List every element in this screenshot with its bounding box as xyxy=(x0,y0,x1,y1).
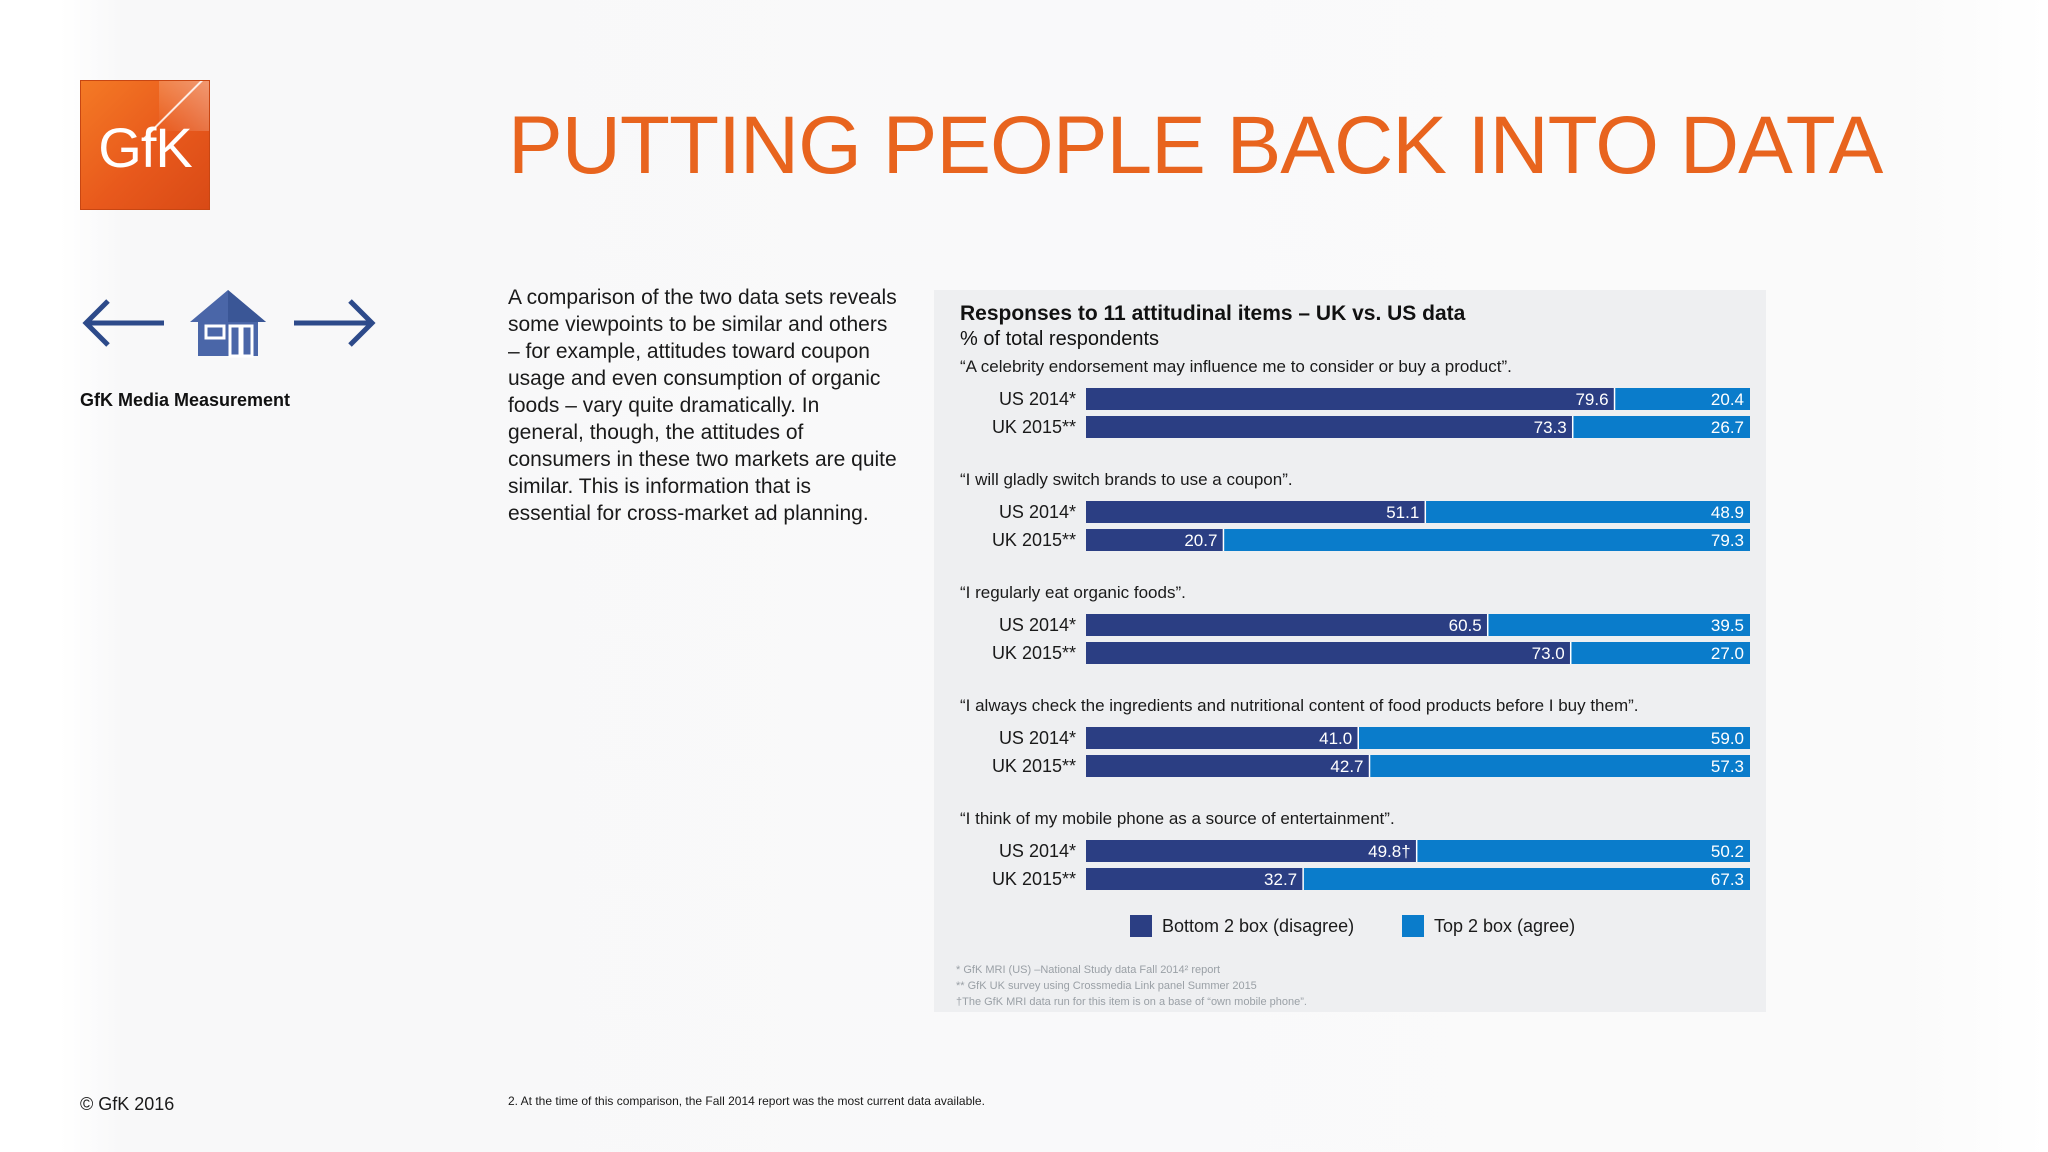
chart-row-label: UK 2015** xyxy=(992,869,1076,889)
legend-label-top2: Top 2 box (agree) xyxy=(1434,916,1575,936)
chart-footnote: †The GfK MRI data run for this item is o… xyxy=(956,996,1307,1008)
data-label-top2: 67.3 xyxy=(1711,870,1744,889)
data-label-bottom2: 73.0 xyxy=(1532,644,1565,663)
bar-segment-top2 xyxy=(1425,501,1750,523)
chart-row-label: US 2014* xyxy=(999,728,1076,748)
gfk-logo: GfK xyxy=(80,80,210,210)
bar-segment-bottom2 xyxy=(1086,727,1359,749)
bar-segment-top2 xyxy=(1369,755,1750,777)
copyright: © GfK 2016 xyxy=(80,1094,175,1114)
bar-segment-bottom2 xyxy=(1086,614,1488,636)
bar-segment-top2 xyxy=(1572,416,1750,438)
bar-segment-bottom2 xyxy=(1086,416,1573,438)
chart-footnote: * GfK MRI (US) –National Study data Fall… xyxy=(956,964,1221,976)
chart-statement: “I will gladly switch brands to use a co… xyxy=(960,470,1293,489)
bottom-footnote: 2. At the time of this comparison, the F… xyxy=(508,1094,985,1108)
bar-segment-bottom2 xyxy=(1086,840,1417,862)
next-slide-button[interactable] xyxy=(292,288,378,362)
arrow-right-icon xyxy=(294,299,376,347)
section-label: GfK Media Measurement xyxy=(80,390,291,410)
bar-segment-top2 xyxy=(1614,388,1750,410)
home-button[interactable] xyxy=(188,288,268,362)
bar-segment-top2 xyxy=(1570,642,1750,664)
page-title: PUTTING PEOPLE BACK INTO DATA xyxy=(508,100,1883,191)
chart-row-label: UK 2015** xyxy=(992,756,1076,776)
bar-segment-top2 xyxy=(1416,840,1750,862)
logo-text: GfK xyxy=(98,116,192,179)
data-label-bottom2: 60.5 xyxy=(1449,616,1482,635)
chart-row-label: UK 2015** xyxy=(992,417,1076,437)
bar-segment-top2 xyxy=(1358,727,1750,749)
stacked-bar-chart: “A celebrity endorsement may influence m… xyxy=(960,357,1750,937)
chart-row-label: UK 2015** xyxy=(992,643,1076,663)
chart-row-label: US 2014* xyxy=(999,389,1076,409)
chart-row-label: US 2014* xyxy=(999,502,1076,522)
bar-segment-bottom2 xyxy=(1086,868,1304,890)
legend-label-bottom2: Bottom 2 box (disagree) xyxy=(1162,916,1354,936)
data-label-top2: 27.0 xyxy=(1711,644,1744,663)
data-label-top2: 59.0 xyxy=(1711,729,1744,748)
data-label-top2: 79.3 xyxy=(1711,531,1744,550)
bar-segment-top2 xyxy=(1303,868,1750,890)
bar-segment-bottom2 xyxy=(1086,529,1224,551)
chart-subtitle: % of total respondents xyxy=(960,328,1160,350)
chart-statement: “A celebrity endorsement may influence m… xyxy=(960,357,1512,376)
bar-segment-bottom2 xyxy=(1086,642,1571,664)
slide-navigation xyxy=(80,288,380,358)
chart-footnote: ** GfK UK survey using Crossmedia Link p… xyxy=(956,980,1257,992)
data-label-bottom2: 42.7 xyxy=(1330,757,1363,776)
data-label-top2: 39.5 xyxy=(1711,616,1744,635)
chart-statement: “I regularly eat organic foods”. xyxy=(960,583,1186,602)
chart-row-label: US 2014* xyxy=(999,615,1076,635)
bar-segment-bottom2 xyxy=(1086,501,1426,523)
chart-statement: “I think of my mobile phone as a source … xyxy=(960,809,1395,828)
chart-row-label: US 2014* xyxy=(999,841,1076,861)
prev-slide-button[interactable] xyxy=(80,288,166,362)
data-label-top2: 26.7 xyxy=(1711,418,1744,437)
data-label-bottom2: 79.6 xyxy=(1575,390,1608,409)
data-label-top2: 57.3 xyxy=(1711,757,1744,776)
chart-title: Responses to 11 attitudinal items – UK v… xyxy=(960,302,1466,325)
bar-segment-bottom2 xyxy=(1086,755,1370,777)
bar-segment-bottom2 xyxy=(1086,388,1615,410)
chart-row-label: UK 2015** xyxy=(992,530,1076,550)
arrow-left-icon xyxy=(82,299,164,347)
legend-swatch-top2 xyxy=(1402,915,1424,937)
logo-gloss xyxy=(159,81,209,131)
chart-footnotes: * GfK MRI (US) –National Study data Fall… xyxy=(956,962,1307,1010)
data-label-bottom2: 49.8† xyxy=(1368,842,1411,861)
data-label-bottom2: 41.0 xyxy=(1319,729,1352,748)
data-label-bottom2: 32.7 xyxy=(1264,870,1297,889)
data-label-top2: 48.9 xyxy=(1711,503,1744,522)
legend-swatch-bottom2 xyxy=(1130,915,1152,937)
bar-segment-top2 xyxy=(1487,614,1750,636)
data-label-bottom2: 73.3 xyxy=(1534,418,1567,437)
data-label-bottom2: 20.7 xyxy=(1184,531,1217,550)
intro-paragraph: A comparison of the two data sets reveal… xyxy=(508,286,897,525)
data-label-top2: 50.2 xyxy=(1711,842,1744,861)
chart-panel: Responses to 11 attitudinal items – UK v… xyxy=(934,290,1766,1012)
home-icon xyxy=(190,290,266,358)
data-label-top2: 20.4 xyxy=(1711,390,1744,409)
bar-segment-top2 xyxy=(1223,529,1750,551)
data-label-bottom2: 51.1 xyxy=(1386,503,1419,522)
chart-statement: “I always check the ingredients and nutr… xyxy=(960,696,1639,715)
